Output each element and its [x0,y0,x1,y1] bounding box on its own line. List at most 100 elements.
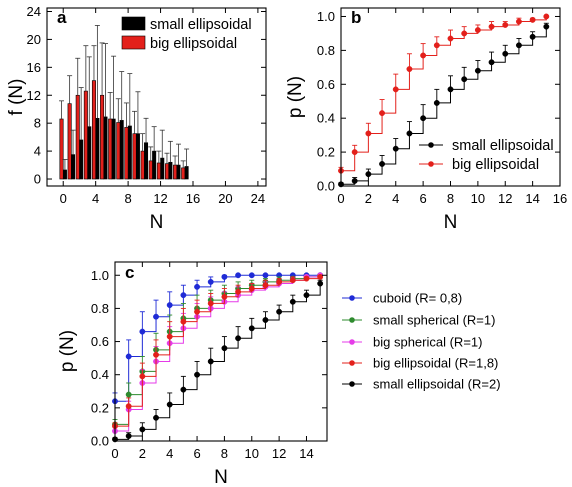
x-tick-label: 0 [337,191,344,206]
bar [164,163,169,180]
y-axis-label: p (N) [285,76,306,118]
data-point [139,373,146,380]
bar [62,169,67,180]
x-tick-label: 4 [92,191,99,206]
bar [67,103,72,180]
x-tick-label: 8 [221,446,228,461]
x-tick-label: 12 [498,191,512,206]
data-point [303,275,310,282]
legend-swatch [121,35,146,50]
x-tick-label: 4 [166,446,173,461]
data-point [351,149,358,156]
legend-marker [428,161,434,167]
data-point [153,351,159,358]
data-point [420,115,427,122]
data-point [207,358,214,365]
series-cuboid-r-0-8 [112,272,324,405]
data-point [529,16,536,23]
data-point [392,145,399,152]
data-point [180,292,187,299]
data-point [194,283,201,290]
data-point [125,391,132,398]
data-point [262,282,269,289]
x-tick-label: 12 [272,446,286,461]
y-axis-label: p (N) [57,330,78,372]
data-point [207,278,214,285]
bar [100,94,105,180]
error-bars-big-ellipsoidal [59,42,186,168]
x-tick-label: 8 [447,191,454,206]
plot-area [59,25,190,180]
data-point [351,177,358,184]
y-tick-label: 0.0 [317,179,335,194]
bar [87,126,92,180]
data-point [379,161,386,167]
step-line [115,274,321,402]
data-point [139,328,146,335]
x-tick-label: 2 [365,191,372,206]
x-axis-label: N [150,212,164,233]
bar [148,160,153,180]
data-point [474,67,481,74]
bar [71,154,76,180]
bar [176,164,181,180]
panel-letter: b [351,8,361,27]
x-tick-label: 24 [251,191,265,206]
panel-b: 0 2 4 6 8 10 12 14 16 0.0 0.2 0.4 0.6 0.8 1.0 Np (N) b sm… [285,7,567,233]
data-point [289,277,296,284]
x-axis-label: N [214,467,228,487]
bar [135,133,140,180]
data-point [406,66,413,72]
data-point [515,18,522,25]
data-point [166,401,173,408]
data-point [433,42,440,49]
legend-marker [349,317,355,323]
bar [140,150,145,180]
legend-marker [349,360,355,366]
data-point [365,130,372,137]
y-tick-label: 0.8 [91,301,109,316]
axis-ticks: 0 4 8 12 16 20 24 0 4 8 12 16 20 24 [27,4,266,206]
legend-label: big ellipsoidal (R=1,8) [373,356,498,371]
series-small-ellipsoidal-r-2 [112,279,324,443]
legend: small ellipsoidal big ellipsoidal [419,138,554,173]
data-point [248,285,255,292]
data-point [194,308,201,315]
data-point [317,273,324,280]
legend-swatch [121,16,146,31]
bar [132,133,137,180]
y-tick-label: 4 [34,144,41,159]
legend-label: big spherical (R=1) [373,335,482,350]
data-point [365,171,372,178]
data-point [488,23,495,30]
x-tick-label: 2 [139,446,146,461]
legend-label: small ellipsoidal (R=2) [373,377,501,392]
data-point [125,403,132,410]
bar [124,127,129,180]
y-tick-label: 12 [27,88,41,103]
data-point [180,318,187,325]
data-point [276,278,283,285]
data-point [125,353,132,360]
x-tick-label: 0 [111,446,118,461]
data-point [303,292,310,299]
x-tick-label: 10 [471,191,485,206]
y-tick-label: 0.0 [91,434,109,449]
bar [119,120,124,180]
data-point [235,335,242,342]
step-line [341,26,547,185]
bar [144,142,149,180]
legend-label: big ellipsoidal [150,36,237,52]
x-tick-label: 12 [153,191,167,206]
bar [152,150,157,180]
legend-label: cuboid (R= 0,8) [373,291,462,306]
data-point [420,52,427,59]
bar [83,90,88,180]
data-point [248,272,255,279]
legend-label: big ellipsoidal [452,157,539,173]
panel-a: 0 4 8 12 16 20 24 0 4 8 12 16 20 24 Nf (N) a small ellip… [6,4,267,233]
y-tick-label: 0.4 [91,367,109,382]
data-point [166,333,173,340]
data-point [166,302,173,309]
